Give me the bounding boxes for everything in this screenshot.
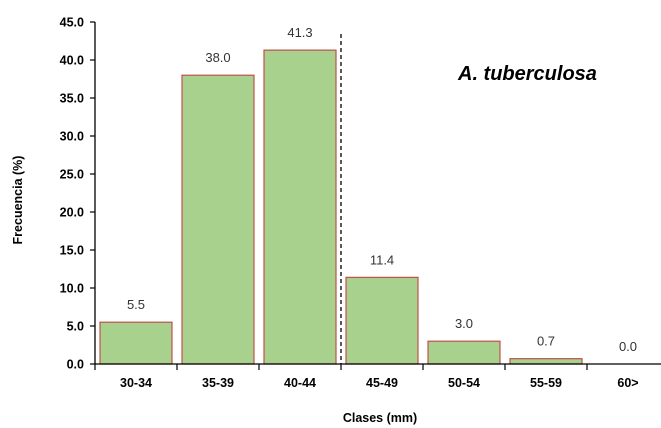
- bar-value-label: 0.0: [619, 339, 637, 354]
- y-tick-label: 10.0: [60, 282, 84, 296]
- bar-value-label: 0.7: [537, 334, 555, 349]
- bar-value-label: 5.5: [127, 297, 145, 312]
- y-axis-title: Frecuencia (%): [11, 156, 25, 245]
- y-tick-label: 30.0: [60, 130, 84, 144]
- y-tick-label: 45.0: [60, 16, 84, 30]
- bar: [509, 358, 583, 365]
- y-tick-label: 40.0: [60, 54, 84, 68]
- y-tick-label: 25.0: [60, 168, 84, 182]
- x-tick-label: 40-44: [284, 376, 316, 390]
- bar: [99, 321, 173, 365]
- bar-value-label: 3.0: [455, 316, 473, 331]
- species-annotation: A. tuberculosa: [457, 63, 597, 85]
- x-tick-label: 30-34: [120, 376, 152, 390]
- bar-value-label: 41.3: [287, 25, 312, 40]
- bar: [427, 340, 501, 365]
- bar: [181, 74, 255, 365]
- x-axis-ticks: 30-34 35-39 40-44 45-49 50-54 55-59 60>: [94, 364, 639, 390]
- y-tick-label: 0.0: [67, 358, 84, 372]
- y-tick-label: 20.0: [60, 206, 84, 220]
- x-tick-label: 60>: [617, 376, 638, 390]
- bar: [263, 49, 337, 365]
- x-axis-title: Clases (mm): [343, 411, 417, 425]
- x-tick-label: 35-39: [202, 376, 234, 390]
- y-tick-label: 35.0: [60, 92, 84, 106]
- x-tick-label: 50-54: [448, 376, 480, 390]
- x-tick-label: 55-59: [530, 376, 562, 390]
- y-tick-label: 5.0: [67, 320, 84, 334]
- data-labels-group: 5.5 38.0 41.3 11.4 3.0 0.7 0.0: [127, 25, 637, 354]
- y-axis-ticks: 0.0 5.0 10.0 15.0 20.0 25.0 30.0 35.0 40.0 45.0: [60, 16, 95, 372]
- bar-value-label: 11.4: [370, 252, 394, 267]
- bar: [345, 276, 419, 365]
- y-tick-label: 15.0: [60, 244, 84, 258]
- bar-value-label: 38.0: [205, 50, 230, 65]
- x-tick-label: 45-49: [366, 376, 398, 390]
